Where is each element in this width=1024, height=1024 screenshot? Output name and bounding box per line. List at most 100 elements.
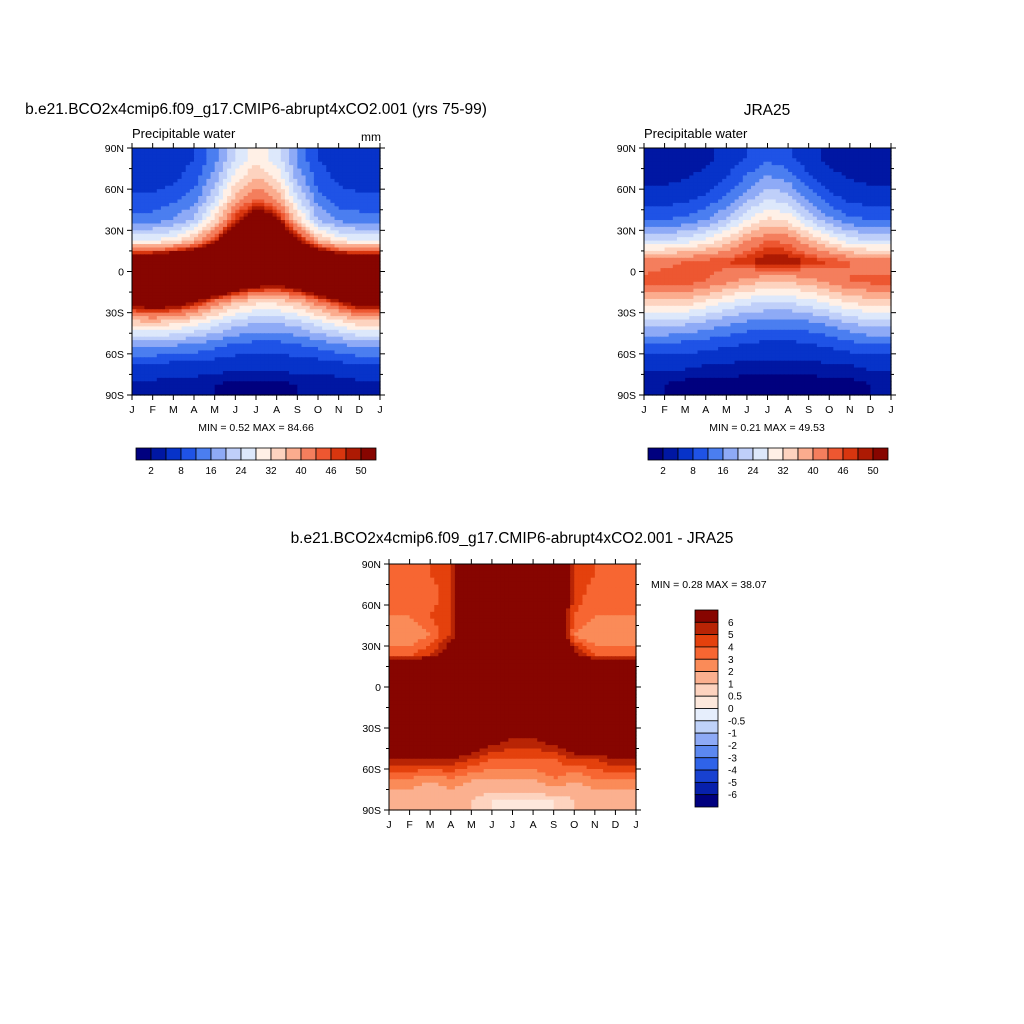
heatmap-cell — [342, 377, 348, 382]
heatmap-cell — [160, 237, 166, 242]
heatmap-cell — [140, 274, 145, 279]
heatmap-cell — [276, 336, 282, 341]
heatmap-cell — [144, 364, 150, 369]
heatmap-cell — [194, 209, 199, 214]
heatmap-cell — [251, 161, 257, 166]
heatmap-cell — [689, 175, 694, 180]
heatmap-cell — [355, 213, 360, 218]
heatmap-cell — [845, 151, 851, 156]
heatmap-cell — [713, 168, 719, 173]
heatmap-cell — [140, 216, 145, 221]
heatmap-cell — [726, 168, 732, 173]
heatmap-cell — [713, 178, 719, 183]
heatmap-cell — [297, 213, 303, 218]
heatmap-cell — [160, 151, 166, 156]
heatmap-cell — [367, 168, 373, 173]
heatmap-cell — [173, 336, 179, 341]
heatmap-cell — [272, 158, 278, 163]
heatmap-cell — [247, 388, 253, 393]
heatmap-cell — [177, 288, 183, 293]
heatmap-cell — [185, 268, 191, 273]
heatmap-cell — [334, 271, 340, 276]
x-tick-label: F — [149, 404, 155, 416]
heatmap-cell — [800, 168, 806, 173]
heatmap-cell — [297, 298, 303, 303]
heatmap-cell — [371, 319, 377, 324]
heatmap-cell — [268, 340, 274, 345]
heatmap-cell — [342, 295, 348, 300]
heatmap-cell — [206, 367, 212, 372]
heatmap-cell — [264, 322, 269, 327]
heatmap-cell — [231, 206, 236, 211]
heatmap-cell — [136, 360, 141, 365]
heatmap-cell — [264, 247, 269, 252]
heatmap-cell — [214, 154, 220, 159]
heatmap-cell — [210, 343, 216, 348]
heatmap-cell — [202, 367, 207, 372]
heatmap-cell — [322, 237, 327, 242]
heatmap-cell — [165, 226, 170, 231]
heatmap-cell — [165, 250, 170, 255]
heatmap-cell — [697, 168, 703, 173]
heatmap-cell — [198, 343, 203, 348]
heatmap-cell — [318, 244, 323, 249]
heatmap-cell — [239, 336, 245, 341]
heatmap-cell — [268, 206, 274, 211]
heatmap-cell — [206, 192, 212, 197]
heatmap-cell — [297, 391, 303, 396]
heatmap-cell — [148, 388, 154, 393]
heatmap-cell — [177, 346, 183, 351]
heatmap-cell — [206, 202, 212, 207]
heatmap-cell — [309, 312, 315, 317]
heatmap-cell — [342, 305, 348, 310]
heatmap-cell — [280, 268, 286, 273]
heatmap-cell — [792, 148, 797, 153]
heatmap-cell — [243, 271, 249, 276]
heatmap-cell — [322, 230, 327, 235]
heatmap-cell — [194, 220, 199, 225]
panel2-title: JRA25 — [744, 102, 791, 119]
heatmap-cell — [132, 281, 137, 286]
heatmap-cell — [156, 202, 162, 207]
heatmap-cell — [231, 381, 236, 386]
heatmap-cell — [235, 312, 241, 317]
heatmap-cell — [862, 165, 867, 170]
heatmap-cell — [767, 165, 773, 170]
heatmap-cell — [280, 209, 286, 214]
heatmap-cell — [239, 278, 245, 283]
heatmap-cell — [322, 151, 327, 156]
heatmap-cell — [264, 199, 269, 204]
heatmap-cell — [338, 343, 344, 348]
heatmap-cell — [346, 216, 352, 221]
heatmap-cell — [326, 305, 331, 310]
heatmap-cell — [276, 237, 282, 242]
heatmap-cell — [144, 274, 150, 279]
heatmap-cell — [165, 244, 170, 249]
heatmap-cell — [169, 240, 174, 245]
heatmap-cell — [371, 305, 377, 310]
heatmap-cell — [858, 151, 863, 156]
heatmap-cell — [709, 165, 715, 170]
heatmap-cell — [132, 151, 137, 156]
heatmap-cell — [305, 295, 311, 300]
heatmap-cell — [363, 329, 369, 334]
heatmap-cell — [318, 230, 323, 235]
heatmap-cell — [338, 319, 344, 324]
heatmap-cell — [672, 165, 678, 170]
heatmap-cell — [309, 370, 315, 376]
heatmap-cell — [371, 172, 377, 177]
heatmap-cell — [260, 377, 265, 382]
heatmap-cell — [169, 244, 174, 249]
heatmap-cell — [322, 165, 327, 170]
heatmap-cell — [346, 220, 352, 225]
heatmap-cell — [136, 148, 141, 153]
heatmap-cell — [718, 148, 723, 153]
heatmap-cell — [214, 148, 220, 153]
heatmap-cell — [326, 161, 331, 166]
heatmap-cell — [289, 312, 294, 317]
heatmap-cell — [165, 281, 170, 286]
heatmap-cell — [301, 350, 307, 355]
heatmap-cell — [189, 185, 195, 190]
heatmap-cell — [264, 285, 269, 290]
heatmap-cell — [652, 165, 657, 170]
